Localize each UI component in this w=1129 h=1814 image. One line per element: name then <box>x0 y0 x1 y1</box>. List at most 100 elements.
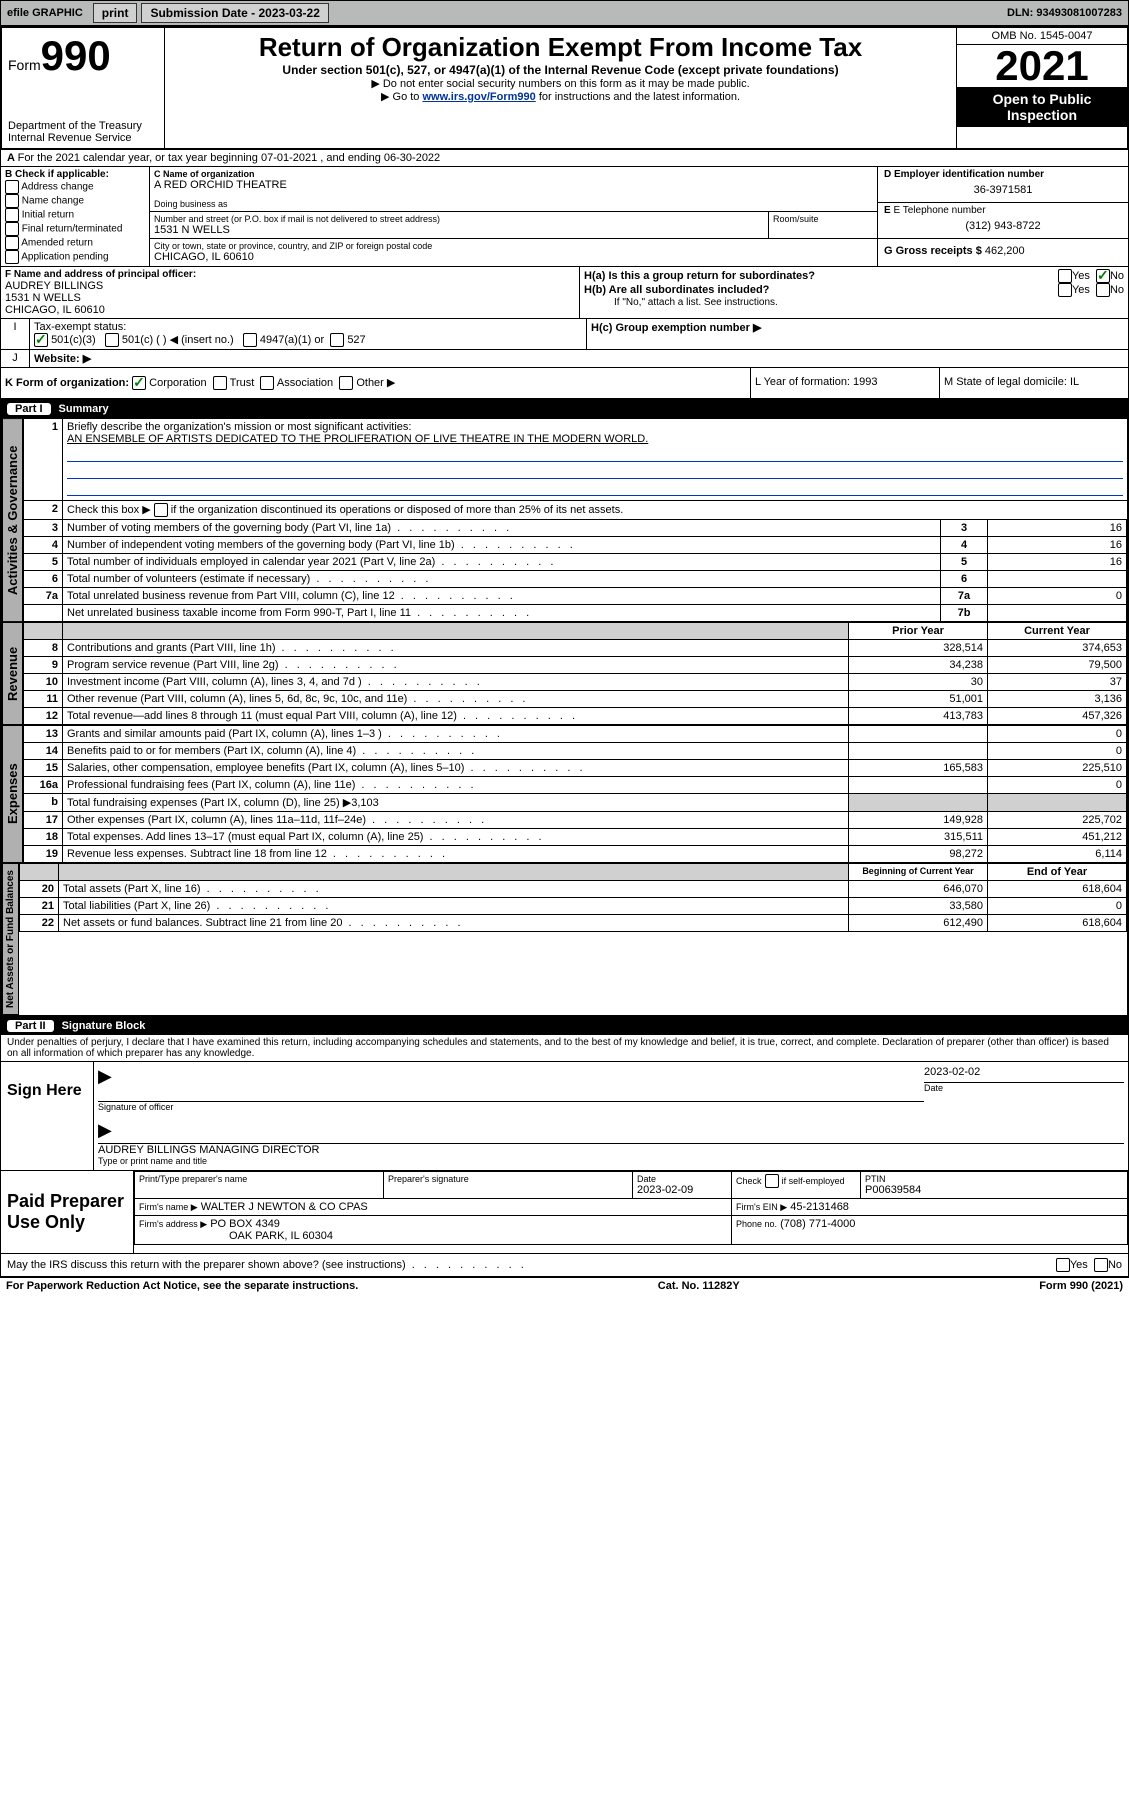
prep-name-label: Print/Type preparer's name <box>139 1174 379 1184</box>
checkbox-hb-yes[interactable] <box>1058 283 1072 297</box>
row-num: 19 <box>24 846 63 863</box>
row-num: 21 <box>20 898 59 915</box>
row-current: 457,326 <box>988 708 1127 725</box>
irs-label: Internal Revenue Service <box>8 132 158 144</box>
checkbox-self-employed[interactable] <box>765 1174 779 1188</box>
tax-year-line: For the 2021 calendar year, or tax year … <box>18 152 441 164</box>
checkbox-name-change[interactable] <box>5 194 19 208</box>
row-current: 0 <box>988 898 1127 915</box>
print-button[interactable]: print <box>93 3 138 23</box>
firm-city: OAK PARK, IL 60304 <box>229 1230 333 1242</box>
checkbox-line2[interactable] <box>154 503 168 517</box>
submission-date-button[interactable]: Submission Date - 2023-03-22 <box>141 3 328 23</box>
row-num: 9 <box>24 657 63 674</box>
form-id-box: Form990 Department of the Treasury Inter… <box>2 28 165 148</box>
row-prior: 33,580 <box>849 898 988 915</box>
phone-value: (312) 943-8722 <box>884 216 1122 236</box>
checkbox-trust[interactable] <box>213 376 227 390</box>
row-code: 4 <box>941 537 988 554</box>
line1-text: AN ENSEMBLE OF ARTISTS DEDICATED TO THE … <box>67 433 648 445</box>
header-note2-prefix: ▶ Go to <box>381 91 422 103</box>
current-year-label: Current Year <box>988 623 1127 640</box>
row-code: 6 <box>941 571 988 588</box>
m-label: M State of legal domicile: IL <box>940 368 1128 398</box>
paid-preparer-label: Paid Preparer Use Only <box>1 1171 133 1253</box>
checkbox-assoc[interactable] <box>260 376 274 390</box>
firm-name: WALTER J NEWTON & CO CPAS <box>201 1201 368 1213</box>
header-link[interactable]: www.irs.gov/Form990 <box>422 91 535 103</box>
checkbox-4947[interactable] <box>243 333 257 347</box>
checkbox-address-change[interactable] <box>5 180 19 194</box>
checkbox-application-pending[interactable] <box>5 250 19 264</box>
prep-sig-label: Preparer's signature <box>388 1174 628 1184</box>
row-prior: 98,272 <box>849 846 988 863</box>
row-prior: 51,001 <box>849 691 988 708</box>
row-num: 17 <box>24 812 63 829</box>
checkbox-corp[interactable] <box>132 376 146 390</box>
d-label: D Employer identification number <box>884 169 1122 180</box>
b-label: B Check if applicable: <box>5 169 145 180</box>
row-text: Total expenses. Add lines 13–17 (must eq… <box>63 829 849 846</box>
row-text: Program service revenue (Part VIII, line… <box>63 657 849 674</box>
prior-year-label: Prior Year <box>849 623 988 640</box>
row-prior: 149,928 <box>849 812 988 829</box>
checkbox-discuss-yes[interactable] <box>1056 1258 1070 1272</box>
row-value: 16 <box>988 520 1127 537</box>
header-note1: ▶ Do not enter social security numbers o… <box>173 77 948 90</box>
row-text: Total number of volunteers (estimate if … <box>63 571 941 588</box>
room-label: Room/suite <box>768 212 877 238</box>
hc-label: H(c) Group exemption number ▶ <box>591 322 761 334</box>
header-subtitle: Under section 501(c), 527, or 4947(a)(1)… <box>173 63 948 77</box>
row-num: 6 <box>24 571 63 588</box>
end-year-label: End of Year <box>988 864 1127 881</box>
row-num: 11 <box>24 691 63 708</box>
row-text: Other expenses (Part IX, column (A), lin… <box>63 812 849 829</box>
row-text: Revenue less expenses. Subtract line 18 … <box>63 846 849 863</box>
row-code: 3 <box>941 520 988 537</box>
org-address: 1531 N WELLS <box>154 224 764 236</box>
form-number: 990 <box>41 32 111 79</box>
row-prior <box>849 726 988 743</box>
ha-label: H(a) Is this a group return for subordin… <box>584 270 1058 282</box>
checkbox-other[interactable] <box>339 376 353 390</box>
e-label: E Telephone number <box>893 205 985 216</box>
row-value: 16 <box>988 554 1127 571</box>
row-value: 0 <box>988 588 1127 605</box>
row-prior: 413,783 <box>849 708 988 725</box>
row-num: 13 <box>24 726 63 743</box>
checkbox-ha-no[interactable] <box>1096 269 1110 283</box>
row-current: 0 <box>988 743 1127 760</box>
footer-mid: Cat. No. 11282Y <box>658 1280 740 1292</box>
row-num: 14 <box>24 743 63 760</box>
checkbox-discuss-no[interactable] <box>1094 1258 1108 1272</box>
tab-revenue: Revenue <box>2 622 23 725</box>
prep-date: 2023-02-09 <box>637 1184 727 1196</box>
checkbox-amended-return[interactable] <box>5 236 19 250</box>
city-label: City or town, state or province, country… <box>154 241 873 251</box>
checkbox-hb-no[interactable] <box>1096 283 1110 297</box>
checkbox-527[interactable] <box>330 333 344 347</box>
row-text: Total unrelated business revenue from Pa… <box>63 588 941 605</box>
sig-date: 2023-02-02 <box>924 1066 1124 1078</box>
form-word: Form <box>8 57 41 73</box>
row-prior: 34,238 <box>849 657 988 674</box>
l-label: L Year of formation: 1993 <box>751 368 940 398</box>
sig-name: AUDREY BILLINGS MANAGING DIRECTOR <box>98 1144 1124 1156</box>
header-note2-suffix: for instructions and the latest informat… <box>536 91 740 103</box>
row-num: 22 <box>20 915 59 932</box>
row-prior: 646,070 <box>849 881 988 898</box>
row-text: Number of independent voting members of … <box>63 537 941 554</box>
begin-year-label: Beginning of Current Year <box>849 864 988 881</box>
checkbox-501c[interactable] <box>105 333 119 347</box>
checkbox-501c3[interactable] <box>34 333 48 347</box>
tab-net-assets: Net Assets or Fund Balances <box>2 863 19 1015</box>
topbar: efile GRAPHIC print Submission Date - 20… <box>0 0 1129 26</box>
checkbox-initial-return[interactable] <box>5 208 19 222</box>
row-prior: 612,490 <box>849 915 988 932</box>
checkbox-ha-yes[interactable] <box>1058 269 1072 283</box>
row-num: 8 <box>24 640 63 657</box>
row-num: 7a <box>24 588 63 605</box>
row-prior <box>849 743 988 760</box>
g-label: G Gross receipts $ <box>884 245 982 257</box>
checkbox-final-return[interactable] <box>5 222 19 236</box>
